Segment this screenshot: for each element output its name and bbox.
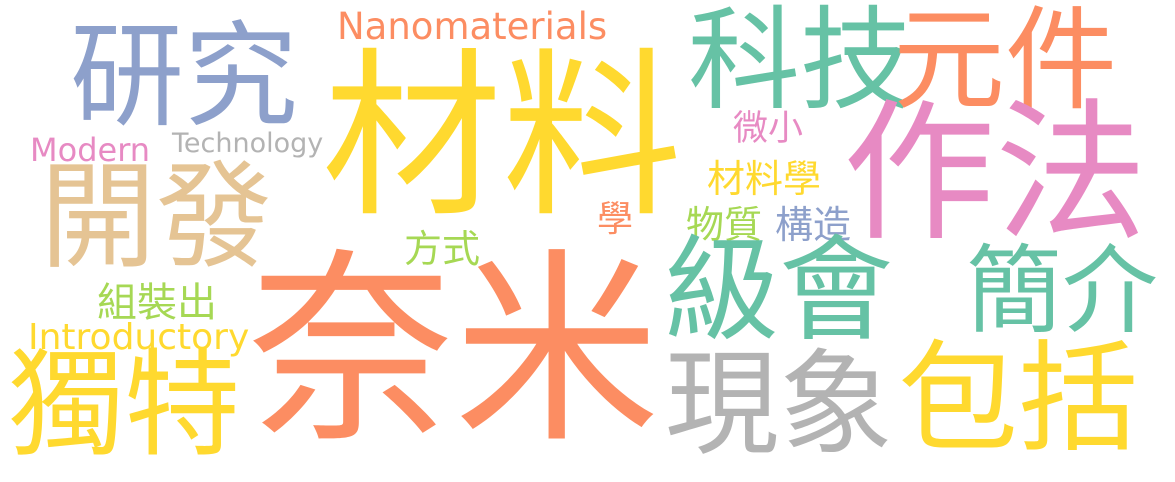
word-materials: 材料: [322, 33, 683, 242]
word-modern: Modern: [30, 131, 151, 169]
word-technology: Technology: [172, 128, 324, 159]
word-research: 研究: [70, 10, 299, 143]
word-study: 學: [597, 199, 634, 240]
word-development: 開發: [40, 150, 272, 285]
word-phenomenon: 現象: [665, 338, 894, 471]
word-way: 方式: [404, 227, 481, 271]
word-include: 包括: [898, 330, 1138, 469]
word-nano: 奈米: [248, 231, 661, 471]
word-introductory: Introductory: [28, 317, 250, 358]
word-unique: 獨特: [8, 338, 240, 473]
word-nanomaterials: Nanomaterials: [337, 5, 608, 48]
word-assemble: 組裝出: [97, 280, 217, 326]
word-materials-science: 材料學: [707, 157, 822, 201]
word-component: 元件: [893, 0, 1117, 126]
word-tiny: 微小: [733, 109, 804, 149]
word-structure: 構造: [775, 203, 852, 247]
word-technology-zh: 科技: [688, 0, 912, 126]
word-level: 級會: [665, 224, 894, 357]
word-intro-zh: 簡介: [966, 235, 1158, 347]
word-substance: 物質: [686, 203, 763, 247]
word-method: 作法: [843, 85, 1147, 262]
